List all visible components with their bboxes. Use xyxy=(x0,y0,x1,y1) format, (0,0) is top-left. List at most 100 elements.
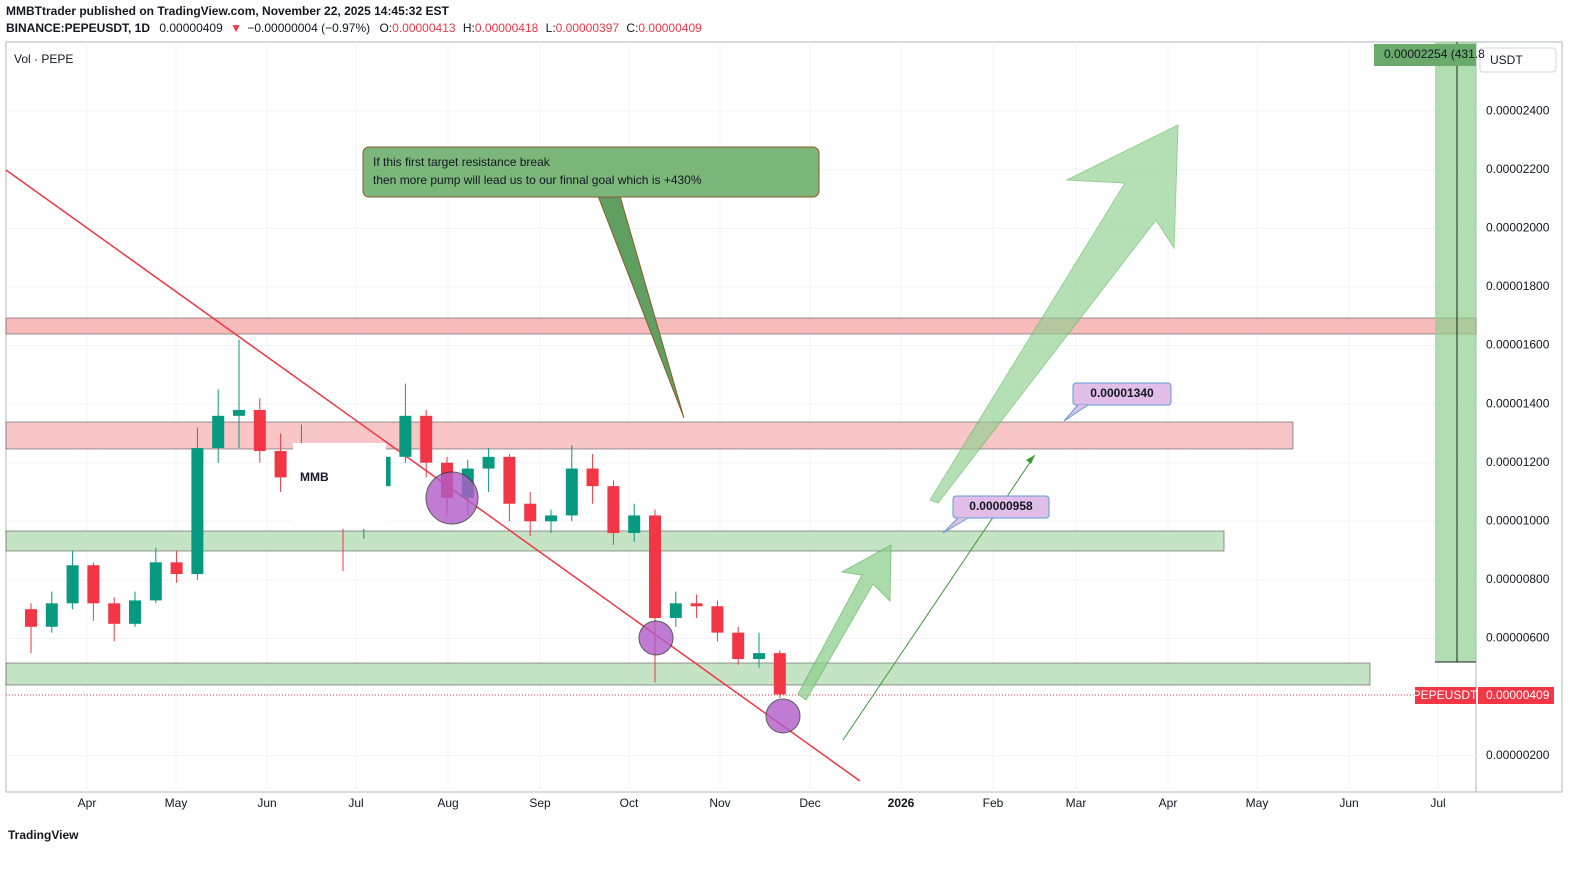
callout xyxy=(362,146,820,198)
candle-body xyxy=(212,415,225,449)
measure-tag xyxy=(1374,44,1476,66)
candle-body xyxy=(503,456,516,504)
candle-body xyxy=(45,603,58,627)
y-tick-label: 0.00000200 xyxy=(1486,748,1550,762)
x-tick-label: Mar xyxy=(1066,796,1087,810)
candle-body xyxy=(753,653,765,659)
highlight xyxy=(638,620,674,656)
candle-body xyxy=(773,653,786,695)
price: 0.00000409 xyxy=(1486,688,1550,702)
target-label: 0.00000958 xyxy=(969,499,1033,513)
candle-body xyxy=(690,603,703,607)
trend-line xyxy=(5,169,861,782)
candle-body xyxy=(586,468,599,487)
measure-label: 0.00002254 (431.8 xyxy=(1384,47,1485,61)
candle-body xyxy=(482,456,495,469)
candle-body xyxy=(87,565,100,604)
x-tick-label: Jun xyxy=(257,796,276,810)
callout-line: then more pump will lead us to our finna… xyxy=(373,173,702,187)
candle-body xyxy=(399,415,412,457)
x-tick-label: Nov xyxy=(709,796,730,810)
x-tick-label: Jul xyxy=(1430,796,1445,810)
candle-body xyxy=(628,515,641,534)
last: 0.00000409 xyxy=(159,21,223,35)
x-tick-label: Apr xyxy=(78,796,97,810)
o: 0.00000413 xyxy=(392,21,456,35)
candle-body xyxy=(545,515,557,522)
publish-info: MMBTtrader published on TradingView.com,… xyxy=(6,4,449,18)
l-label: L: xyxy=(546,21,556,35)
highlight xyxy=(425,471,479,525)
callout-pointer xyxy=(597,195,685,419)
currency: USDT xyxy=(1490,53,1523,67)
target-pointer xyxy=(1063,404,1089,422)
symbol: BINANCE:PEPEUSDT, 1D xyxy=(6,21,150,35)
h-label: H: xyxy=(463,21,475,35)
footer: TradingView xyxy=(8,828,79,842)
x-tick-label: Aug xyxy=(437,796,458,810)
y-tick-label: 0.00001800 xyxy=(1486,279,1550,293)
resistance-zone xyxy=(5,317,1477,335)
candle-body xyxy=(711,606,724,633)
ticker: PEPEUSDT xyxy=(1413,688,1478,702)
support-zone xyxy=(5,530,1225,552)
candle-body xyxy=(649,515,661,618)
candle-body xyxy=(129,600,141,624)
ticker-tag xyxy=(1415,687,1476,704)
callout-line: If this first target resistance break xyxy=(373,155,551,169)
y-tick-label: 0.00002000 xyxy=(1486,221,1550,235)
candle-body xyxy=(669,603,682,618)
target-pointer xyxy=(942,517,969,534)
y-tick-label: 0.00000600 xyxy=(1486,631,1550,645)
y-tick-label: 0.00001000 xyxy=(1486,513,1550,527)
c: 0.00000409 xyxy=(638,21,702,35)
x-tick-label: May xyxy=(165,796,188,810)
arrow-up xyxy=(929,124,1179,504)
h: 0.00000418 xyxy=(475,21,539,35)
frame xyxy=(5,41,1563,793)
o-label: O: xyxy=(379,21,392,35)
c-label: C: xyxy=(626,21,638,35)
change: −0.00000004 (−0.97%) xyxy=(247,21,370,35)
candle-body xyxy=(524,503,537,522)
candle-body xyxy=(191,448,204,575)
candle-body xyxy=(108,603,121,624)
y-tick-label: 0.00001200 xyxy=(1486,455,1550,469)
x-tick-label: Oct xyxy=(620,796,639,810)
x-tick-label: May xyxy=(1246,796,1269,810)
x-tick-label: Jul xyxy=(348,796,363,810)
l: 0.00000397 xyxy=(556,21,620,35)
y-tick-label: 0.00001400 xyxy=(1486,396,1550,410)
target-box xyxy=(1072,382,1172,406)
candle-body xyxy=(149,562,162,601)
y-tick-label: 0.00000800 xyxy=(1486,572,1550,586)
arrow-head xyxy=(1026,455,1035,464)
y-tick-label: 0.00001600 xyxy=(1486,338,1550,352)
candle-body xyxy=(420,415,433,463)
candle-body xyxy=(170,562,183,575)
measure-range xyxy=(1435,42,1476,662)
highlight xyxy=(765,698,801,734)
resistance-zone xyxy=(5,421,1294,450)
currency-box xyxy=(1479,47,1557,73)
candle-body xyxy=(25,609,37,627)
x-tick-label: Jun xyxy=(1339,796,1358,810)
target-box xyxy=(952,495,1050,519)
arrow: ▼ xyxy=(230,21,242,35)
logo-mark: MMB xyxy=(300,470,329,484)
x-tick-label: Apr xyxy=(1159,796,1178,810)
price-tag xyxy=(1478,687,1554,704)
x-tick-label: Sep xyxy=(529,796,551,810)
target-label: 0.00001340 xyxy=(1090,386,1154,400)
x-tick-label: 2026 xyxy=(888,796,915,810)
x-tick-label: Feb xyxy=(983,796,1004,810)
candle-body xyxy=(253,409,266,451)
symbol-line: BINANCE:PEPEUSDT, 1D 0.00000409 ▼ −0.000… xyxy=(6,21,702,35)
candle-body xyxy=(732,632,745,659)
support-zone xyxy=(5,662,1371,686)
volume-label: Vol · PEPE xyxy=(14,52,73,66)
candle-body xyxy=(607,486,620,534)
x-tick-label: Dec xyxy=(799,796,820,810)
